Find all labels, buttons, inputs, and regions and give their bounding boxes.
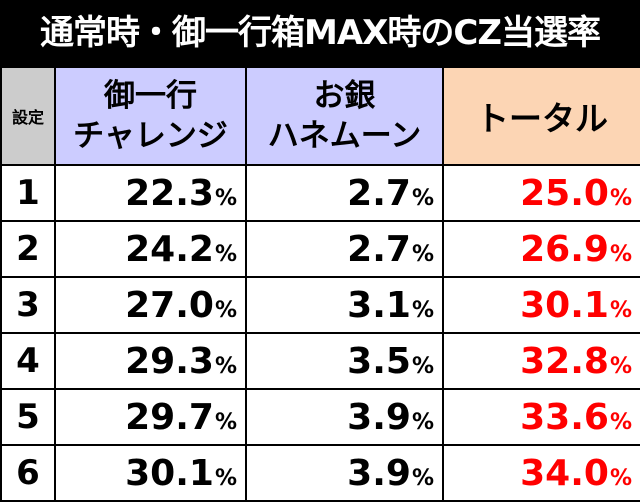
setting-cell-value: 2 [16, 229, 40, 269]
setting-cell: 6 [0, 444, 56, 502]
challenge-cell-value: 29.3 [125, 340, 214, 382]
percent-sign: % [609, 465, 632, 491]
challenge-cell-value: 22.3 [125, 172, 214, 214]
setting-cell: 2 [0, 220, 56, 278]
percent-sign: % [214, 409, 237, 435]
setting-cell-value: 4 [16, 341, 40, 381]
setting-cell-value: 5 [16, 397, 40, 437]
total-cell: 34.0% [442, 444, 640, 502]
header-challenge: 御一行 チャレンジ [54, 66, 247, 166]
challenge-cell: 24.2% [54, 220, 247, 278]
table-row: 4 29.3% 3.5% 32.8% [0, 332, 640, 390]
honeymoon-cell: 2.7% [245, 164, 444, 222]
percent-sign: % [609, 353, 632, 379]
total-cell: 33.6% [442, 388, 640, 446]
header-challenge-line2: チャレンジ [73, 118, 228, 154]
total-cell: 30.1% [442, 276, 640, 334]
setting-cell: 5 [0, 388, 56, 446]
total-cell-value: 26.9 [520, 228, 609, 270]
honeymoon-cell: 3.9% [245, 444, 444, 502]
header-setting: 設定 [0, 66, 56, 166]
setting-cell: 1 [0, 164, 56, 222]
total-cell: 25.0% [442, 164, 640, 222]
percent-sign: % [609, 409, 632, 435]
table-row: 1 22.3% 2.7% 25.0% [0, 164, 640, 222]
total-cell-value: 34.0 [520, 452, 609, 494]
total-cell-value: 33.6 [520, 396, 609, 438]
honeymoon-cell-value: 3.5 [347, 340, 411, 382]
percent-sign: % [411, 185, 434, 211]
table-row: 3 27.0% 3.1% 30.1% [0, 276, 640, 334]
honeymoon-cell: 2.7% [245, 220, 444, 278]
page-title: 通常時・御一行箱MAX時のCZ当選率 [0, 0, 640, 66]
total-cell: 26.9% [442, 220, 640, 278]
honeymoon-cell: 3.9% [245, 388, 444, 446]
setting-cell-value: 3 [16, 285, 40, 325]
honeymoon-cell-value: 3.1 [347, 284, 411, 326]
honeymoon-cell: 3.5% [245, 332, 444, 390]
percent-sign: % [411, 241, 434, 267]
challenge-cell-value: 29.7 [125, 396, 214, 438]
header-honeymoon-line2: ハネムーン [267, 118, 422, 154]
challenge-cell: 27.0% [54, 276, 247, 334]
table-row: 5 29.7% 3.9% 33.6% [0, 388, 640, 446]
table-header-row: 設定 御一行 チャレンジ お銀 ハネムーン トータル [0, 66, 640, 166]
percent-sign: % [214, 353, 237, 379]
challenge-cell: 29.3% [54, 332, 247, 390]
total-cell-value: 30.1 [520, 284, 609, 326]
setting-cell: 3 [0, 276, 56, 334]
setting-cell-value: 1 [16, 173, 40, 213]
percent-sign: % [609, 297, 632, 323]
honeymoon-cell: 3.1% [245, 276, 444, 334]
percent-sign: % [214, 185, 237, 211]
challenge-cell-value: 24.2 [125, 228, 214, 270]
percent-sign: % [609, 241, 632, 267]
percent-sign: % [411, 297, 434, 323]
honeymoon-cell-value: 2.7 [347, 228, 411, 270]
header-total: トータル [442, 66, 640, 166]
percent-sign: % [214, 297, 237, 323]
header-challenge-line1: 御一行 [104, 78, 197, 114]
cz-rate-table: 設定 御一行 チャレンジ お銀 ハネムーン トータル 1 22.3% 2.7% 25.… [0, 66, 640, 502]
table-row: 2 24.2% 2.7% 26.9% [0, 220, 640, 278]
table-row: 6 30.1% 3.9% 34.0% [0, 444, 640, 502]
honeymoon-cell-value: 3.9 [347, 452, 411, 494]
setting-cell: 4 [0, 332, 56, 390]
percent-sign: % [411, 465, 434, 491]
challenge-cell-value: 27.0 [125, 284, 214, 326]
percent-sign: % [411, 353, 434, 379]
honeymoon-cell-value: 3.9 [347, 396, 411, 438]
header-honeymoon: お銀 ハネムーン [245, 66, 444, 166]
percent-sign: % [214, 465, 237, 491]
percent-sign: % [609, 185, 632, 211]
total-cell-value: 32.8 [520, 340, 609, 382]
percent-sign: % [411, 409, 434, 435]
challenge-cell-value: 30.1 [125, 452, 214, 494]
total-cell: 32.8% [442, 332, 640, 390]
percent-sign: % [214, 241, 237, 267]
challenge-cell: 30.1% [54, 444, 247, 502]
total-cell-value: 25.0 [520, 172, 609, 214]
challenge-cell: 22.3% [54, 164, 247, 222]
honeymoon-cell-value: 2.7 [347, 172, 411, 214]
challenge-cell: 29.7% [54, 388, 247, 446]
setting-cell-value: 6 [16, 453, 40, 493]
header-honeymoon-line1: お銀 [313, 78, 376, 114]
